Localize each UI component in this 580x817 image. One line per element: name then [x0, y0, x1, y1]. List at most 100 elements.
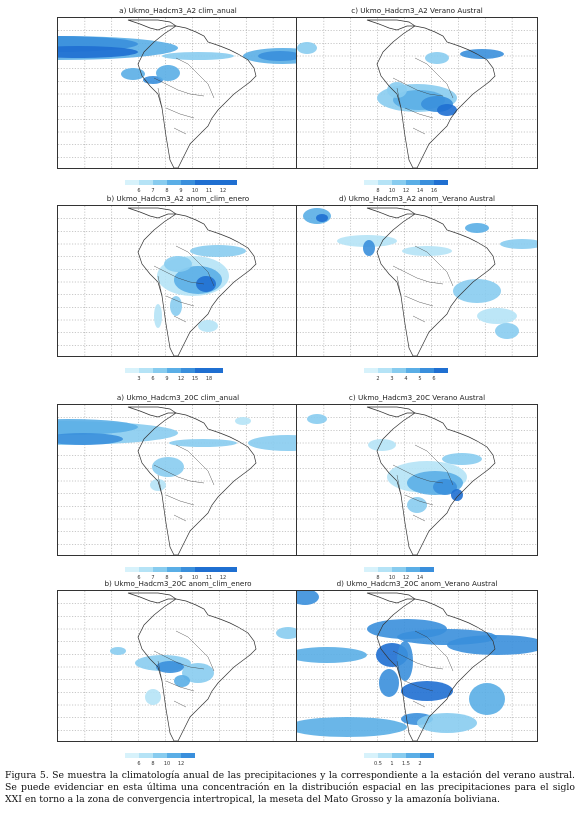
- colorbar-swatch: [153, 567, 167, 572]
- colorbar-swatch: [406, 753, 420, 758]
- colorbar-swatch: [209, 180, 223, 185]
- precipitation-area: [397, 641, 413, 681]
- colorbar-tick-label: 4: [404, 376, 408, 382]
- colorbar-tick-label: 7: [151, 575, 155, 581]
- colorbar-swatch: [378, 368, 392, 373]
- colorbar-tick-label: 15: [191, 376, 199, 382]
- panel-title: d) Ukmo_Hadcm3_A2 anom_Verano Austral: [338, 194, 496, 203]
- colorbar-tick-label: 6: [151, 376, 155, 382]
- precipitation-area: [58, 433, 123, 445]
- coastline: [376, 213, 496, 356]
- colorbar-swatch: [125, 368, 139, 373]
- precipitation-area: [174, 675, 190, 687]
- precipitation-area: [110, 647, 126, 655]
- country-border: [392, 630, 454, 708]
- precipitation-area: [156, 65, 180, 81]
- colorbar-swatch: [406, 180, 420, 185]
- colorbar-swatch: [139, 180, 153, 185]
- precipitation-area: [58, 419, 138, 435]
- colorbar-tick-label: 12: [219, 575, 227, 581]
- precipitation-area: [297, 591, 319, 605]
- map-svg: [58, 591, 298, 741]
- coastline: [137, 412, 257, 555]
- precipitation-area: [235, 417, 251, 425]
- coastline: [127, 19, 178, 31]
- precipitation-area: [150, 479, 166, 491]
- precipitation-area: [307, 414, 327, 424]
- precipitation-area: [196, 276, 216, 292]
- precipitation-area: [453, 279, 501, 303]
- colorbar-swatch: [209, 368, 223, 373]
- colorbar-tick-label: 9: [179, 575, 183, 581]
- coastline: [376, 412, 496, 555]
- precipitation-area: [164, 256, 192, 272]
- coastline: [366, 592, 417, 604]
- colorbar-swatch: [167, 753, 181, 758]
- colorbar-tick-label: 9: [165, 376, 169, 382]
- country-border: [392, 444, 454, 522]
- precipitation-area: [417, 713, 477, 733]
- colorbar-swatch: [153, 180, 167, 185]
- precipitation-map: [296, 205, 538, 357]
- map-svg: [58, 206, 298, 356]
- panel-title: b) Ukmo_Hadcm3_20C anom_clim_enero: [104, 579, 252, 588]
- colorbar-tick-label: 6: [432, 376, 436, 382]
- precipitation-area: [297, 717, 407, 737]
- colorbar-swatch: [139, 567, 153, 572]
- precipitation-map: [57, 205, 299, 357]
- colorbar-tick-label: 9: [179, 188, 183, 194]
- colorbar-swatch: [167, 567, 181, 572]
- map-svg: [297, 591, 537, 741]
- colorbar-swatch: [223, 180, 237, 185]
- precipitation-map: [296, 404, 538, 556]
- precipitation-area: [145, 689, 161, 705]
- map-svg: [297, 405, 537, 555]
- precipitation-area: [387, 82, 407, 98]
- colorbar: [125, 368, 223, 373]
- coastline: [366, 207, 417, 219]
- colorbar-tick-label: 6: [137, 188, 141, 194]
- figure-caption: Figura 5. Se muestra la climatología anu…: [5, 770, 575, 805]
- precipitation-area: [402, 246, 452, 256]
- coastline: [137, 25, 257, 168]
- country-border: [392, 57, 454, 135]
- panel-title: a) Ukmo_Hadcm3_A2 clim_anual: [119, 6, 237, 15]
- precipitation-area: [198, 320, 218, 332]
- precipitation-area: [363, 240, 375, 256]
- colorbar: [364, 567, 434, 572]
- colorbar-tick-label: 12: [219, 188, 227, 194]
- coastline: [137, 213, 257, 356]
- precipitation-map: [296, 590, 538, 742]
- colorbar-swatch: [392, 180, 406, 185]
- country-border: [153, 57, 215, 135]
- colorbar-tick-label: 16: [430, 188, 438, 194]
- colorbar-swatch: [420, 180, 434, 185]
- colorbar-swatch: [378, 753, 392, 758]
- colorbar-tick-label: 3: [390, 376, 394, 382]
- colorbar-tick-label: 12: [177, 376, 185, 382]
- colorbar: [364, 753, 434, 758]
- country-border: [153, 630, 215, 708]
- colorbar-tick-label: 5: [418, 376, 422, 382]
- colorbar-tick-label: 11: [205, 188, 213, 194]
- colorbar-swatch: [364, 753, 378, 758]
- panel-title: a) Ukmo_Hadcm3_20C clim_anual: [116, 393, 240, 402]
- panel-title: b) Ukmo_Hadcm3_A2 anom_clim_enero: [106, 194, 250, 203]
- colorbar-tick-label: 12: [177, 761, 185, 767]
- colorbar-swatch: [209, 567, 223, 572]
- colorbar-swatch: [139, 753, 153, 758]
- colorbar-swatch: [378, 180, 392, 185]
- precipitation-map: [57, 17, 299, 169]
- precipitation-area: [58, 46, 138, 58]
- colorbar: [364, 180, 448, 185]
- precipitation-area: [182, 663, 214, 683]
- colorbar-swatch: [406, 567, 420, 572]
- precipitation-area: [379, 669, 399, 697]
- precipitation-area: [442, 453, 482, 465]
- precipitation-area: [495, 323, 519, 339]
- colorbar-swatch: [434, 368, 448, 373]
- colorbar-swatch: [167, 368, 181, 373]
- colorbar-swatch: [195, 368, 209, 373]
- colorbar-swatch: [406, 368, 420, 373]
- map-svg: [297, 18, 537, 168]
